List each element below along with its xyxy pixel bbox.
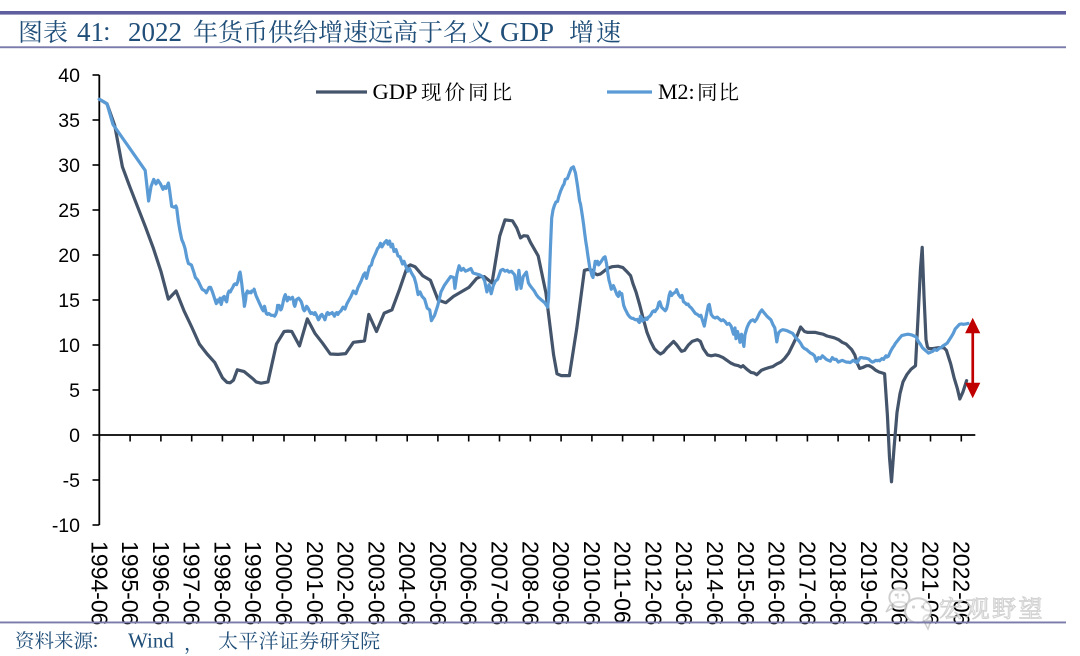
svg-text:2018-06: 2018-06 — [825, 541, 851, 625]
svg-text:0: 0 — [69, 425, 80, 447]
svg-text:15: 15 — [58, 290, 80, 312]
svg-text:Wind: Wind — [128, 629, 174, 653]
svg-text:2019-06: 2019-06 — [856, 541, 882, 625]
svg-text:5: 5 — [69, 380, 80, 402]
svg-text:-5: -5 — [63, 470, 80, 492]
svg-text:2003-06: 2003-06 — [363, 541, 389, 625]
svg-text:2004-06: 2004-06 — [394, 541, 420, 625]
svg-text:2007-06: 2007-06 — [487, 541, 513, 625]
svg-text:1995-06: 1995-06 — [117, 541, 143, 625]
svg-text:GDP: GDP — [373, 79, 418, 104]
svg-text:41: 41 — [77, 17, 104, 47]
svg-text:2014-06: 2014-06 — [702, 541, 728, 625]
svg-text:40: 40 — [58, 65, 80, 87]
svg-text:25: 25 — [58, 200, 80, 222]
svg-text:10: 10 — [58, 335, 80, 357]
svg-text:20: 20 — [58, 245, 80, 267]
svg-text:35: 35 — [58, 110, 80, 132]
svg-text:-10: -10 — [52, 515, 80, 537]
svg-text:2012-06: 2012-06 — [640, 541, 666, 625]
svg-text:2001-06: 2001-06 — [302, 541, 328, 625]
svg-text:2008-06: 2008-06 — [517, 541, 543, 625]
svg-text:1996-06: 1996-06 — [148, 541, 174, 625]
svg-text:1998-06: 1998-06 — [209, 541, 235, 625]
svg-text:2016-06: 2016-06 — [764, 541, 790, 625]
svg-text:30: 30 — [58, 155, 80, 177]
svg-text:2010-06: 2010-06 — [579, 541, 605, 625]
svg-text:2011-06: 2011-06 — [610, 541, 636, 624]
svg-text:2013-06: 2013-06 — [671, 541, 697, 625]
svg-text:2017-06: 2017-06 — [794, 541, 820, 625]
svg-text:GDP: GDP — [500, 17, 554, 47]
svg-text:2000-06: 2000-06 — [271, 541, 297, 625]
svg-text:2022: 2022 — [128, 17, 182, 47]
svg-text:2006-06: 2006-06 — [456, 541, 482, 625]
svg-text:1997-06: 1997-06 — [179, 541, 205, 625]
svg-text:M2:: M2: — [658, 79, 695, 104]
svg-text:2009-06: 2009-06 — [548, 541, 574, 625]
svg-text:2005-06: 2005-06 — [425, 541, 451, 625]
svg-text:2015-06: 2015-06 — [733, 541, 759, 625]
svg-text:1999-06: 1999-06 — [240, 541, 266, 625]
svg-text:1994-06: 1994-06 — [86, 541, 112, 625]
svg-text:2002-06: 2002-06 — [333, 541, 359, 625]
